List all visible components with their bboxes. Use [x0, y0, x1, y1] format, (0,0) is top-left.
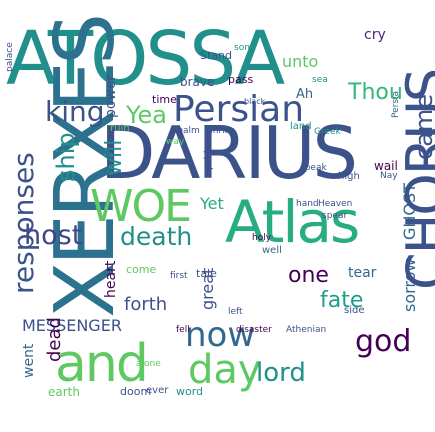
word-son: son: [234, 43, 250, 53]
word-pride: pride: [203, 144, 214, 170]
word-come: come: [126, 263, 157, 276]
word-tale: tale: [196, 267, 217, 280]
word-hand: hand: [296, 199, 319, 209]
word-heart: heart: [103, 260, 119, 298]
word-first: first: [170, 271, 188, 281]
word-side: side: [344, 305, 365, 316]
word-left: left: [228, 307, 243, 317]
word-athenian: Athenian: [286, 325, 327, 335]
word-dead: dead: [44, 317, 65, 362]
word-alone: alone: [136, 359, 161, 369]
word-high: high: [338, 171, 360, 182]
word-one: one: [288, 263, 329, 288]
word-fell: fell: [176, 325, 190, 335]
word-went: went: [21, 343, 37, 378]
word-yea: Yea: [126, 101, 167, 129]
word-holy: holy: [252, 233, 272, 243]
word-pass: pass: [228, 73, 254, 86]
word-unto: unto: [282, 52, 319, 71]
word-came: came: [410, 93, 435, 160]
word-lord: lord: [256, 358, 306, 388]
word-way: way: [166, 137, 185, 147]
word-responses: responses: [7, 152, 40, 294]
word-speak: speak: [300, 163, 327, 173]
word-darius: DARIUS: [100, 111, 358, 195]
word-woe: WOE: [90, 181, 192, 232]
word-earth: earth: [48, 385, 80, 399]
word-atlas: Atlas: [225, 188, 360, 256]
word-word: word: [176, 385, 204, 398]
word-forth: forth: [124, 294, 168, 315]
word-thou: Thou: [348, 80, 403, 105]
word-god: god: [355, 324, 412, 359]
word-heaven: Heaven: [318, 199, 353, 209]
word-will: will: [102, 139, 127, 176]
word-king: king: [45, 95, 105, 128]
word-ever: ever: [146, 385, 169, 396]
word-ruin: ruin: [110, 123, 130, 134]
word-time: time: [152, 93, 177, 106]
word-sea: sea: [312, 75, 328, 85]
word-and: and: [55, 334, 149, 394]
word-host: host: [24, 220, 83, 251]
word-brave: brave: [180, 75, 215, 89]
word-tear: tear: [348, 265, 377, 281]
word-ah: Ah: [296, 87, 314, 102]
word-disaster: disaster: [236, 325, 272, 335]
word-palace: palace: [5, 42, 15, 72]
word-black: black: [244, 97, 266, 106]
word-messenger: MESSENGER: [22, 316, 122, 335]
word-yet: Yet: [200, 194, 224, 213]
word-spear: spear: [322, 211, 348, 221]
word-wail: wail: [374, 159, 398, 173]
word-shrike: shrike: [208, 126, 236, 136]
word-nay: Nay: [380, 171, 398, 181]
word-persia: Persia: [391, 90, 401, 118]
word-cry: cry: [364, 27, 386, 43]
word-doom: doom: [120, 385, 152, 398]
word-realm: realm: [174, 126, 200, 136]
word-death: death: [120, 222, 193, 251]
word-well: well: [262, 245, 282, 256]
word-persian: Persian: [173, 89, 305, 130]
word-greek: Greek: [314, 127, 341, 137]
word-fate: fate: [320, 288, 364, 313]
word-ship: ship: [52, 132, 80, 182]
word-day: day: [188, 347, 262, 393]
word-stand: Stand: [200, 49, 232, 62]
word-atossa: ATOSSA: [6, 16, 285, 102]
word-now: now: [185, 315, 256, 355]
word-power: power: [103, 74, 119, 118]
word-land: land: [290, 121, 312, 132]
